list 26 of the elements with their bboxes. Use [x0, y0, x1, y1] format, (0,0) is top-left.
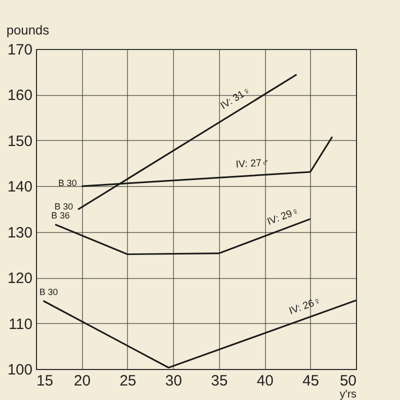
x-tick-label: 40 — [256, 372, 274, 390]
y-tick-label: 130 — [7, 224, 32, 242]
x-tick-label: 15 — [36, 372, 54, 390]
annotation: B 30 — [39, 286, 58, 297]
x-tick-label: 30 — [165, 372, 182, 390]
series-label: IV: 27♂ — [235, 158, 270, 171]
y-tick-label: 150 — [7, 132, 32, 150]
x-tick-label: 20 — [74, 372, 91, 390]
text: IV: 31♀ — [218, 85, 253, 112]
x-tick-label: 25 — [120, 372, 136, 390]
y-tick-label: 140 — [7, 178, 32, 196]
x-tick-label: 50 — [340, 372, 356, 390]
x-axis-title: y'rs — [340, 388, 357, 400]
text: IV: 26♀ — [288, 296, 323, 318]
y-tick-label: 160 — [7, 87, 32, 104]
annotation: B 30 — [58, 178, 77, 188]
text: IV: 29♀ — [266, 206, 301, 228]
y-tick-label: 170 — [7, 42, 32, 58]
y-tick-label: 100 — [7, 362, 32, 378]
annotation: B 30 — [54, 201, 74, 212]
x-tick-label: 35 — [211, 372, 228, 390]
annotation: B 36 — [51, 210, 70, 221]
x-tick-label: 45 — [302, 372, 320, 390]
y-axis-title: pounds — [6, 22, 50, 38]
y-tick-label: 110 — [8, 316, 32, 333]
y-tick-label: 120 — [7, 270, 32, 288]
